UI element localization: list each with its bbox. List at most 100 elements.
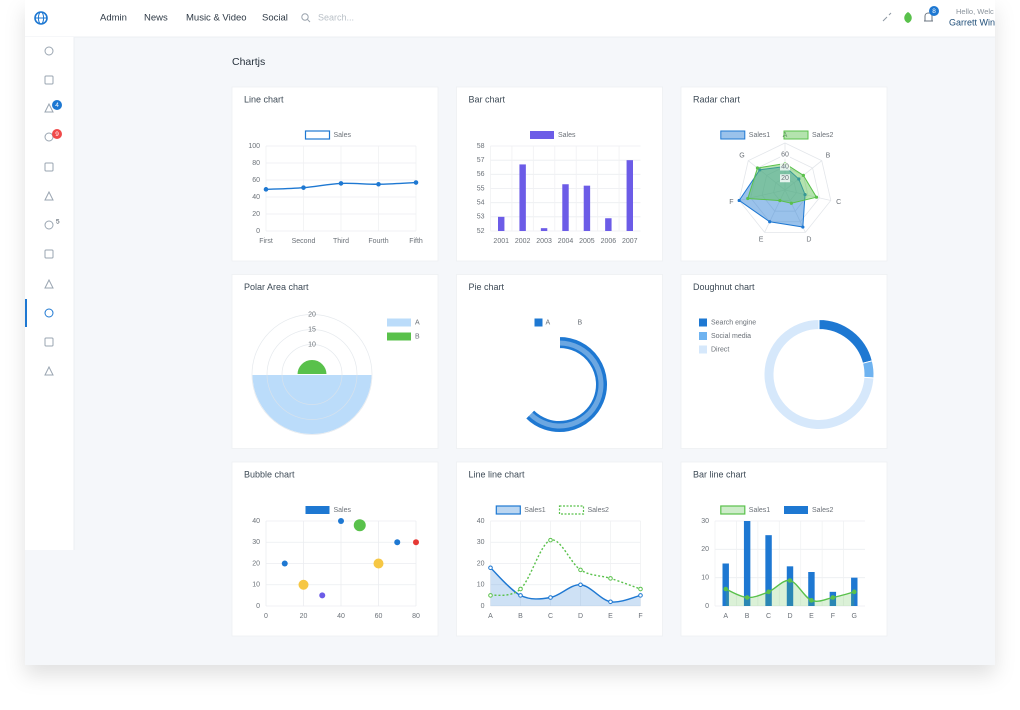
grid-line	[251, 314, 373, 435]
nav-icon	[44, 46, 54, 56]
legend-label: Sales1	[749, 507, 771, 514]
radar-area	[747, 163, 818, 204]
nav-item[interactable]: News	[144, 13, 168, 24]
point	[723, 586, 729, 592]
legend-swatch	[566, 318, 575, 327]
x-tick-label: A	[488, 613, 493, 620]
chart-card: Line line chart 0 10 20 30 40 A B C D E F Sales1 Sale…	[456, 461, 663, 637]
bar	[786, 566, 794, 606]
legend-swatch	[720, 130, 746, 140]
slice	[763, 318, 875, 430]
point	[789, 201, 793, 205]
line	[490, 539, 641, 597]
y-tick-label: 20	[477, 560, 485, 567]
y-tick-label: 57	[477, 157, 485, 164]
x-tick-label: F	[638, 613, 642, 620]
legend-swatch	[495, 505, 521, 515]
legend-label: Sales1	[749, 132, 771, 139]
tick-backdrop	[780, 174, 790, 183]
active-indicator	[25, 299, 27, 327]
legend-label: B	[578, 319, 583, 326]
x-tick-label: 2001	[493, 238, 509, 245]
legend-label: B	[415, 333, 420, 340]
fullscreen-icon[interactable]	[882, 12, 892, 22]
point	[787, 578, 793, 583]
legend-label: Sales2	[812, 507, 834, 514]
legend-swatch	[304, 130, 331, 140]
bar	[808, 572, 815, 606]
card-title: Doughnut chart	[693, 282, 755, 292]
y-tick-label: 30	[252, 539, 260, 546]
y-tick-label: 10	[252, 582, 260, 589]
point	[801, 225, 805, 229]
nav-item[interactable]: Admin	[100, 13, 127, 24]
card-title: Bar chart	[469, 94, 506, 104]
top-bar	[25, 0, 995, 37]
y-tick-label: 10	[701, 575, 709, 582]
spoke	[748, 160, 786, 191]
point	[814, 195, 819, 199]
card-title: Polar Area chart	[244, 282, 309, 292]
point	[744, 595, 750, 600]
bar	[583, 185, 591, 231]
card-title: Pie chart	[469, 282, 505, 292]
legend-label: Sales	[558, 132, 576, 139]
x-tick-label: C	[766, 613, 771, 620]
nav-item[interactable]: Social	[262, 13, 288, 24]
r-tick-label: 10	[308, 341, 316, 348]
legend-swatch	[720, 505, 746, 515]
y-tick-label: 30	[477, 539, 485, 546]
point	[830, 595, 836, 600]
legend-label: A	[546, 319, 551, 326]
area	[490, 567, 641, 606]
y-tick-label: 55	[477, 185, 485, 192]
nav-icon	[44, 365, 54, 376]
slice	[511, 335, 560, 420]
x-tick-label: B	[745, 613, 750, 620]
y-tick-label: 20	[701, 546, 709, 553]
nav-icon	[44, 308, 54, 318]
y-tick-label: 80	[252, 160, 260, 167]
bubble	[413, 539, 419, 546]
nav-item[interactable]: Music & Video	[186, 13, 247, 24]
sidebar-badge	[52, 100, 62, 110]
card-title: Line chart	[244, 94, 284, 104]
bell-icon[interactable]	[924, 12, 933, 22]
point	[301, 185, 306, 190]
card	[456, 461, 663, 637]
spoke	[764, 189, 786, 233]
category-label: C	[836, 199, 841, 206]
legend-label: Sales	[334, 507, 352, 514]
grid-line	[266, 329, 358, 420]
slice-inner-band	[515, 340, 560, 416]
legend-swatch	[387, 332, 411, 341]
legend-swatch	[783, 130, 809, 140]
nav-icon	[44, 220, 54, 230]
radar-web	[738, 142, 832, 233]
category-label: B	[826, 153, 831, 160]
y-tick-label: 40	[252, 194, 260, 201]
nav-icon	[44, 190, 54, 201]
card	[231, 86, 439, 262]
chart-card: Bubble chart 0 10 20 30 40 0 20 40 60 80 Sales	[231, 461, 439, 637]
y-tick-label: 0	[481, 603, 485, 610]
bar	[540, 228, 548, 231]
bubble	[298, 579, 309, 590]
user-name[interactable]: Garrett Win	[949, 17, 995, 27]
grid-line	[761, 166, 809, 212]
point	[376, 181, 381, 187]
point	[518, 586, 523, 592]
x-tick-label: D	[787, 613, 792, 620]
chart-card: Doughnut chart Search engine Social media D…	[680, 274, 888, 449]
leaf-icon[interactable]	[904, 12, 912, 23]
y-tick-label: 40	[252, 518, 260, 525]
bar	[743, 521, 751, 606]
category-label: G	[739, 153, 744, 160]
y-tick-label: 10	[477, 582, 485, 589]
y-tick-label: 20	[252, 211, 260, 218]
search-input[interactable]: Search...	[318, 12, 354, 22]
point	[755, 166, 760, 170]
point	[488, 565, 493, 571]
point	[803, 192, 807, 197]
point	[851, 589, 857, 595]
